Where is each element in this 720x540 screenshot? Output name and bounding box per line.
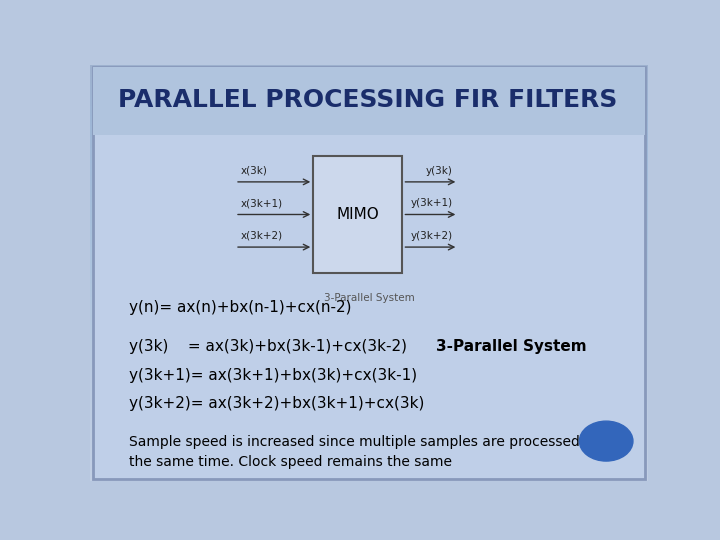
Text: y(3k)    = ax(3k)+bx(3k-1)+cx(3k-2): y(3k) = ax(3k)+bx(3k-1)+cx(3k-2) [129, 339, 407, 354]
Text: Sample speed is increased since multiple samples are processed at
the same time.: Sample speed is increased since multiple… [129, 435, 598, 469]
Text: MIMO: MIMO [336, 207, 379, 222]
Text: y(3k+2): y(3k+2) [410, 231, 453, 241]
Text: x(3k+1): x(3k+1) [240, 198, 283, 208]
Text: PARALLEL PROCESSING FIR FILTERS: PARALLEL PROCESSING FIR FILTERS [118, 88, 617, 112]
Text: y(3k+2)= ax(3k+2)+bx(3k+1)+cx(3k): y(3k+2)= ax(3k+2)+bx(3k+1)+cx(3k) [129, 396, 424, 411]
Text: y(n)= ax(n)+bx(n-1)+cx(n-2): y(n)= ax(n)+bx(n-1)+cx(n-2) [129, 300, 351, 315]
Text: y(3k+1): y(3k+1) [410, 198, 453, 208]
Text: 3-Parallel System: 3-Parallel System [436, 339, 587, 354]
Text: 3-Parallel System: 3-Parallel System [323, 294, 415, 303]
Circle shape [580, 421, 633, 461]
Bar [313, 156, 402, 273]
Bar [93, 67, 645, 136]
FancyBboxPatch shape [93, 67, 645, 478]
Text: y(3k): y(3k) [426, 166, 453, 176]
Text: y(3k+1)= ax(3k+1)+bx(3k)+cx(3k-1): y(3k+1)= ax(3k+1)+bx(3k)+cx(3k-1) [129, 368, 417, 382]
Text: x(3k+2): x(3k+2) [240, 231, 283, 241]
Text: x(3k): x(3k) [240, 166, 268, 176]
